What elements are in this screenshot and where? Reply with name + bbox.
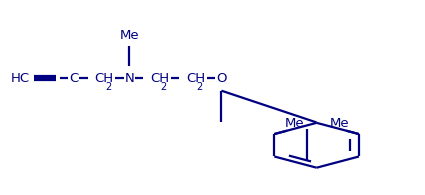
- Text: CH: CH: [150, 72, 169, 84]
- Text: 2: 2: [197, 82, 203, 92]
- Text: C: C: [69, 72, 79, 84]
- Text: Me: Me: [330, 117, 349, 130]
- Text: CH: CH: [94, 72, 113, 84]
- Text: Me: Me: [285, 117, 305, 130]
- Text: HC: HC: [11, 72, 30, 84]
- Text: Me: Me: [119, 29, 139, 42]
- Text: N: N: [125, 72, 134, 84]
- Text: 2: 2: [161, 82, 167, 92]
- Text: CH: CH: [186, 72, 205, 84]
- Text: O: O: [216, 72, 227, 84]
- Text: 2: 2: [105, 82, 111, 92]
